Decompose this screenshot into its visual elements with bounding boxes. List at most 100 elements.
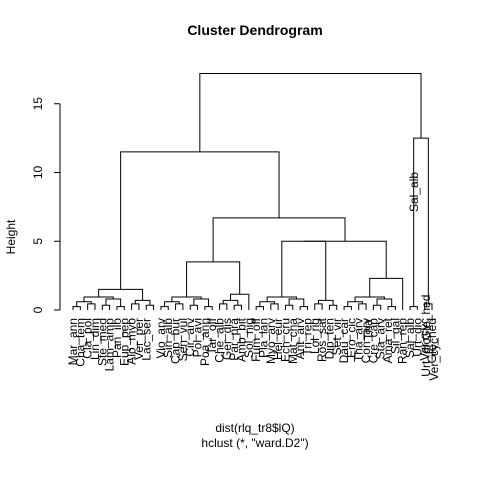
leaf-label: Ver_cyc xyxy=(418,318,432,361)
leaf-label: Amb_bit xyxy=(235,317,249,362)
y-axis: 0 5 10 15 xyxy=(31,97,61,313)
mid-label-tha: Tha xyxy=(361,319,375,340)
leaf-label: Mat_cha xyxy=(286,318,300,364)
dendrogram-link xyxy=(212,217,346,262)
leaf-label: Cap_bur xyxy=(169,318,183,364)
dendrogram-link xyxy=(83,296,114,302)
leaf-label: Pla_lan xyxy=(256,318,270,358)
leaf-label: Ama_ret xyxy=(381,317,395,363)
dendrogram-link xyxy=(219,303,228,310)
leaf-label: Fum_off xyxy=(249,317,263,361)
leaf-label: Sil_gal xyxy=(388,318,402,354)
leaf-label: Alo_myo xyxy=(125,318,139,365)
dendrogram-link xyxy=(189,304,199,310)
cluster-label-sal-alb: Sal_alb xyxy=(407,172,421,212)
dendrogram-link xyxy=(145,304,155,310)
leaf-label: Ech_cru xyxy=(278,318,292,362)
leaf-labels: Mar_annCha_temCla_polLin_dimSte_medLam_a… xyxy=(66,317,439,371)
dendrogram-link xyxy=(413,137,429,307)
leaf-label: Che_alb xyxy=(213,318,227,363)
leaf-label: Cir_arv xyxy=(183,318,197,357)
dendrogram-link xyxy=(171,296,202,302)
leaf-label: Hel_eur xyxy=(271,318,285,360)
dendrogram-link xyxy=(186,261,241,297)
dendrogram-link xyxy=(87,303,96,310)
leaf-label: Dip_ten xyxy=(322,318,336,359)
leaf-label: Pol_avi xyxy=(191,318,205,357)
leaf-label: Lam_amp xyxy=(103,318,117,372)
dendrogram-link xyxy=(175,303,184,310)
chart-subtitle: hclust (*, "ward.D2") xyxy=(201,436,308,450)
leaf-label: Sol_nig xyxy=(242,318,256,358)
leaf-label: Ger_dis xyxy=(220,318,234,360)
dendrogram-link xyxy=(328,304,338,310)
leaf-label: Sin_alb xyxy=(161,318,175,358)
dendrogram-link xyxy=(409,306,418,310)
leaf-label: Poa_ann xyxy=(198,318,212,366)
dendrogram-link xyxy=(317,299,334,306)
leaf-label: Urt_dio xyxy=(410,318,424,357)
y-tick-label: 10 xyxy=(31,166,45,180)
dendrogram-link xyxy=(358,303,367,310)
dendrogram-link xyxy=(387,306,396,310)
dendrogram-link xyxy=(233,304,243,310)
leaf-label: Lac_ser xyxy=(139,318,153,361)
dendrogram-link xyxy=(266,296,297,302)
leaf-label: Myo_arv xyxy=(264,318,278,364)
leaf-label: Tri_rep xyxy=(300,318,314,356)
leaf-label: Ero_cic xyxy=(344,318,358,358)
leaf-label-ver-cyc: Ver_cyc xyxy=(427,338,441,381)
leaf-label: Ste_med xyxy=(95,318,109,366)
leaf-label: Tha_arv xyxy=(352,318,366,362)
leaf-label: Sta_arv xyxy=(374,318,388,359)
dendrogram-link xyxy=(222,299,239,306)
leaf-label: Tar_off xyxy=(205,317,219,354)
leaf-label-gle-hed: Gle_hed xyxy=(419,295,433,340)
dendrogram-link xyxy=(314,303,323,310)
dendrogram-link xyxy=(270,303,279,310)
dendrogram-link xyxy=(255,306,264,310)
dendrogram-link xyxy=(131,303,140,310)
dendrogram-tree xyxy=(72,73,433,310)
leaf-label: Lin_dim xyxy=(88,318,102,360)
dendrogram-link xyxy=(160,306,169,310)
leaf-label-urt-dio: Urt_dio xyxy=(419,338,433,377)
leaf-label: Ran_rep xyxy=(396,318,410,364)
leaf-label: Mar_ann xyxy=(66,318,80,365)
leaf-label: Sal_alb xyxy=(403,318,417,358)
y-axis-label: Height xyxy=(4,219,18,254)
leaf-label: Cla_pol xyxy=(81,318,95,359)
leaf-label: Lol_rig xyxy=(308,318,322,354)
leaf-label: Cre_cap xyxy=(366,318,380,364)
dendrogram-link xyxy=(284,304,294,310)
leaf-label: Ros_sat xyxy=(315,317,329,362)
leaf-label: Sen_vul xyxy=(176,318,190,361)
dendrogram-link xyxy=(134,299,151,306)
dendrogram-link xyxy=(116,306,125,310)
leaf-label: Dau_car xyxy=(337,318,351,363)
y-tick-label: 0 xyxy=(31,306,45,313)
leaf-label: Eup_pep xyxy=(117,318,131,366)
dendrogram-link xyxy=(354,296,385,302)
chart-title: Cluster Dendrogram xyxy=(187,22,322,38)
leaf-label: Ant_arv xyxy=(293,318,307,359)
dendrogram-link xyxy=(204,306,213,310)
dendrogram-link xyxy=(299,306,308,310)
leaf-label: Set_vir xyxy=(330,318,344,355)
dendrogram-link xyxy=(343,306,352,310)
dendrogram-link xyxy=(303,240,387,279)
leaf-label: Vio_arv xyxy=(154,318,168,358)
leaf-label: Con_arv xyxy=(359,318,373,363)
y-tick-label: 5 xyxy=(31,238,45,245)
dendrogram-link xyxy=(120,151,280,290)
dendrogram-link xyxy=(101,304,111,310)
dendrogram-link xyxy=(230,293,250,310)
dendrogram-link xyxy=(72,306,81,310)
leaf-label: Gle_hed xyxy=(425,318,439,363)
leaf-label: Par_pra xyxy=(227,318,241,361)
leaf-label: Ver_per xyxy=(132,318,146,360)
y-tick-label: 15 xyxy=(31,97,45,111)
leaf-label: Pan_ilo xyxy=(110,318,124,358)
dendrogram-link xyxy=(199,73,422,152)
